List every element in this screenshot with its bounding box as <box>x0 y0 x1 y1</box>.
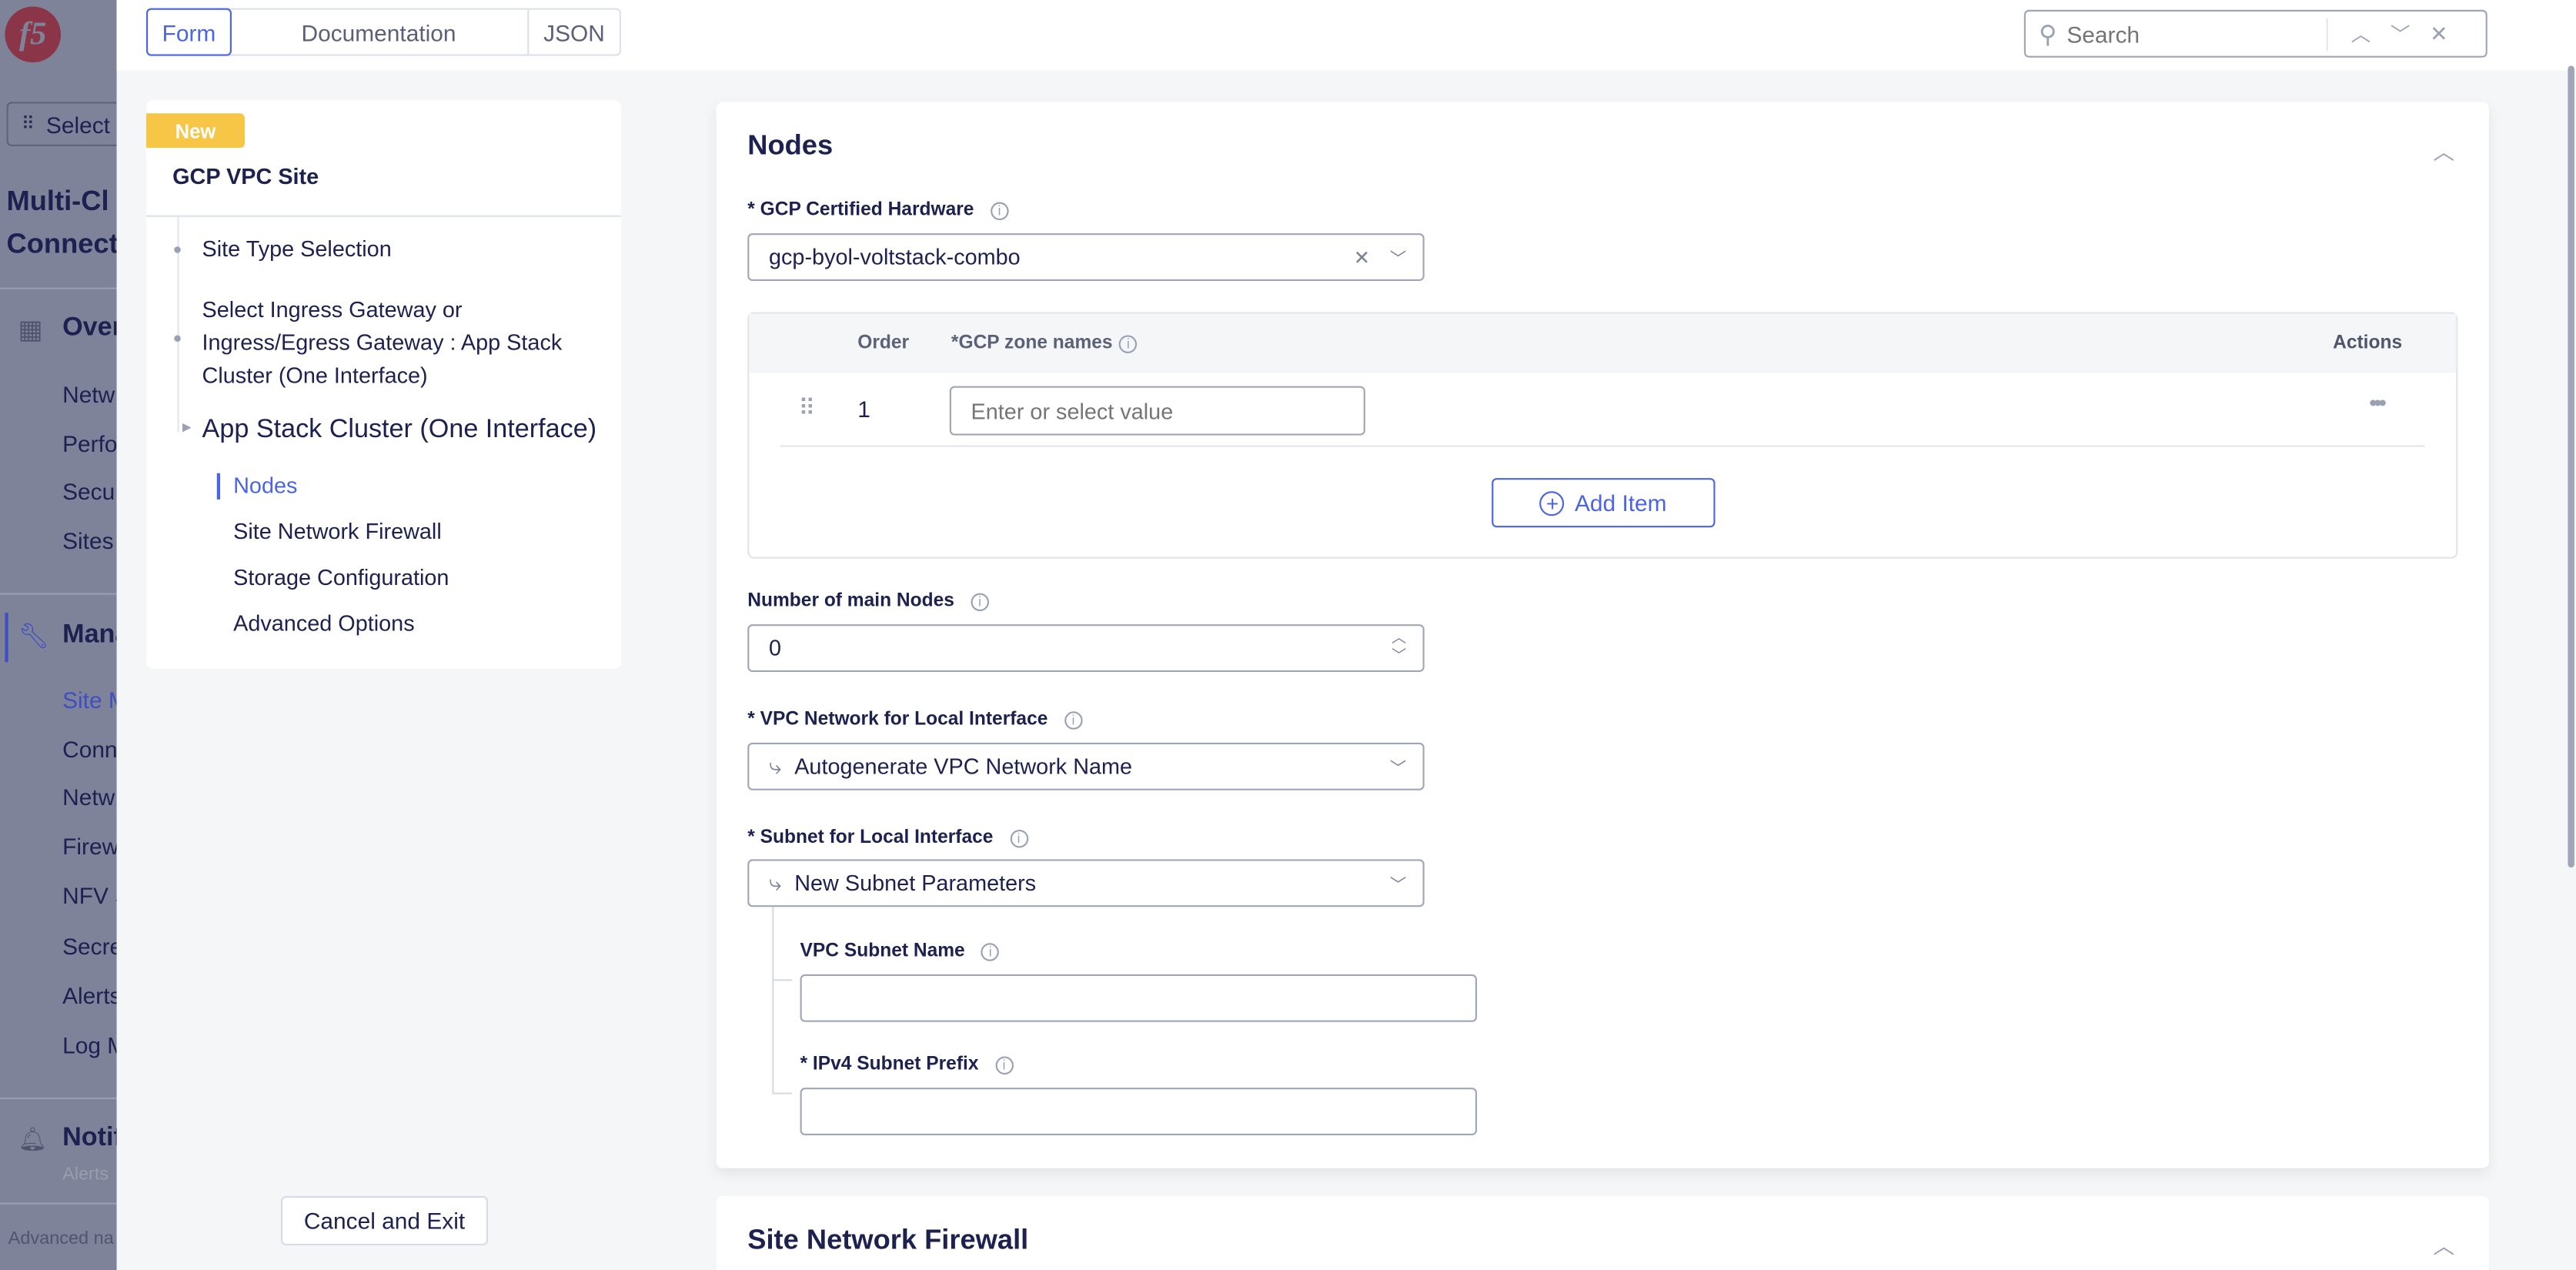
info-icon[interactable]: i <box>994 1055 1014 1074</box>
cancel-exit-button[interactable]: Cancel and Exit <box>281 1195 488 1246</box>
advanced-nav[interactable]: Advanced na <box>8 1228 114 1249</box>
nav-notifications[interactable]: Notif <box>62 1124 117 1152</box>
form-title: GCP VPC Site <box>172 164 319 189</box>
search-prev-icon[interactable]: ︿ <box>2350 22 2371 46</box>
tab-json[interactable]: JSON <box>543 18 605 45</box>
col-zone: *GCP zone names <box>951 333 1113 353</box>
ipv4-input[interactable] <box>800 1088 1478 1136</box>
vpc-label: * VPC Network for Local Interface <box>747 710 1048 730</box>
add-item-button[interactable]: + Add Item <box>1492 478 1716 528</box>
col-order: Order <box>857 333 910 353</box>
hardware-value: gcp-byol-voltstack-combo <box>768 245 1021 270</box>
chevron-down-icon[interactable]: ﹀ <box>1389 760 1407 779</box>
chevron-down-icon[interactable]: ﹀ <box>1389 877 1407 896</box>
workspace-title: Multi-Cl <box>6 185 109 217</box>
more-actions-icon[interactable]: ••• <box>2369 389 2387 416</box>
nav-item-active[interactable]: Site M <box>62 687 116 714</box>
search-box: ⚲ ︿ ﹀ ✕ <box>2023 9 2487 58</box>
workspace-select[interactable]: ⠿ Select <box>6 102 117 146</box>
drag-handle-icon[interactable]: ⠿ <box>798 394 816 421</box>
substep-advanced[interactable]: Advanced Options <box>233 611 415 637</box>
section-title: Nodes <box>747 129 834 162</box>
stepper-icon[interactable]: ︿ ﹀ <box>1391 629 1407 664</box>
num-nodes-label: Number of main Nodes <box>747 591 954 612</box>
nav-item[interactable]: Secu <box>62 478 115 505</box>
arrow-right-icon: ▶ <box>182 422 192 434</box>
nav-item[interactable]: Alerts <box>62 982 117 1009</box>
nav-item[interactable]: Firew <box>62 833 117 860</box>
nav-item[interactable]: NFV S <box>62 882 116 909</box>
grid-dots-icon: ⠿ <box>21 115 35 135</box>
collapse-icon[interactable]: ︿ <box>2433 1234 2455 1259</box>
nav-item[interactable]: Log M <box>62 1031 116 1058</box>
search-next-icon[interactable]: ﹀ <box>2390 22 2411 46</box>
vpc-select[interactable]: ⤷ Autogenerate VPC Network Name ﹀ <box>747 742 1425 790</box>
substep-firewall[interactable]: Site Network Firewall <box>233 519 442 544</box>
substep-nodes[interactable]: Nodes <box>233 473 298 498</box>
ipv4-label: * IPv4 Subnet Prefix <box>800 1054 979 1075</box>
tab-form[interactable]: Form <box>145 8 232 56</box>
num-nodes-value: 0 <box>768 636 782 661</box>
info-icon[interactable]: i <box>1009 828 1028 847</box>
nav-item[interactable]: Netw <box>62 381 115 408</box>
firewall-section: Site Network Firewall ︿ <box>716 1195 2489 1270</box>
nav-item[interactable]: Sites <box>62 527 114 554</box>
bell-icon: 🔔︎ <box>18 1125 48 1152</box>
subnet-select[interactable]: ⤷ New Subnet Parameters ﹀ <box>747 859 1425 907</box>
hardware-label: * GCP Certified Hardware <box>747 200 974 221</box>
num-nodes-input[interactable]: 0 ︿ ﹀ <box>747 624 1425 673</box>
scrollbar[interactable] <box>2568 65 2574 868</box>
notifications-sub: Alerts <box>62 1165 109 1185</box>
chevron-down-icon[interactable]: ﹀ <box>1389 251 1407 270</box>
nav-item[interactable]: Netw <box>62 784 115 810</box>
steps-panel: New GCP VPC Site ▶ Site Type Selection S… <box>145 100 621 669</box>
nav-item[interactable]: Conn <box>62 736 117 763</box>
info-icon[interactable]: i <box>981 942 1000 961</box>
zone-input[interactable] <box>949 386 1365 436</box>
vpc-value: Autogenerate VPC Network Name <box>794 754 1133 779</box>
view-tabs: Form Documentation JSON <box>145 8 621 56</box>
table-row: ⠿ 1 ••• <box>749 373 2456 447</box>
wrench-icon: 🔧︎ <box>18 623 50 651</box>
grid-icon: ▦ <box>18 316 43 346</box>
row-order: 1 <box>857 396 870 423</box>
step-gateway[interactable]: Select Ingress Gateway or Ingress/Egress… <box>202 297 563 388</box>
nav-manage[interactable]: Mana <box>62 620 116 650</box>
nav-item[interactable]: Perfo <box>62 430 117 457</box>
subnet-name-input[interactable] <box>800 974 1478 1022</box>
subnet-label: * Subnet for Local Interface <box>747 827 994 848</box>
branch-icon: ⤷ <box>768 870 782 895</box>
branch-icon: ⤷ <box>768 753 782 778</box>
info-icon[interactable]: i <box>990 201 1009 219</box>
app-sidebar: f5 ⠿ Select Multi-Cl Connect ▦ Over Netw… <box>0 0 117 1270</box>
nodes-section: Nodes ︿ * GCP Certified Hardware i gcp-by… <box>716 102 2489 1168</box>
plus-circle-icon: + <box>1540 490 1565 516</box>
subnet-value: New Subnet Parameters <box>794 871 1037 896</box>
info-icon[interactable]: i <box>1119 334 1138 353</box>
step-app-stack[interactable]: App Stack Cluster (One Interface) <box>202 416 597 444</box>
collapse-icon[interactable]: ︿ <box>2433 139 2455 165</box>
substep-storage[interactable]: Storage Configuration <box>233 565 449 590</box>
clear-icon[interactable]: ✕ <box>1353 246 1371 269</box>
workspace-title-2: Connect <box>6 228 117 260</box>
add-item-label: Add Item <box>1574 490 1667 516</box>
section-title: Site Network Firewall <box>747 1224 1029 1255</box>
new-badge: New <box>145 113 246 149</box>
hardware-select[interactable]: gcp-byol-voltstack-combo ✕ ﹀ <box>747 233 1425 282</box>
nav-item[interactable]: Secre <box>62 933 117 960</box>
nav-overview[interactable]: Over <box>62 313 117 342</box>
step-site-type[interactable]: Site Type Selection <box>202 236 392 262</box>
info-icon[interactable]: i <box>971 592 989 611</box>
f5-logo[interactable]: f5 <box>5 6 61 63</box>
col-actions: Actions <box>2333 333 2403 353</box>
subnet-name-label: VPC Subnet Name <box>800 941 965 961</box>
search-close-icon[interactable]: ✕ <box>2430 20 2448 45</box>
tab-documentation[interactable]: Documentation <box>230 9 530 55</box>
info-icon[interactable]: i <box>1064 710 1083 729</box>
search-input[interactable] <box>2066 20 2314 47</box>
search-icon: ⚲ <box>2039 20 2057 48</box>
zone-table: Order *GCP zone names i Actions ⠿ 1 ••• +… <box>747 312 2458 559</box>
